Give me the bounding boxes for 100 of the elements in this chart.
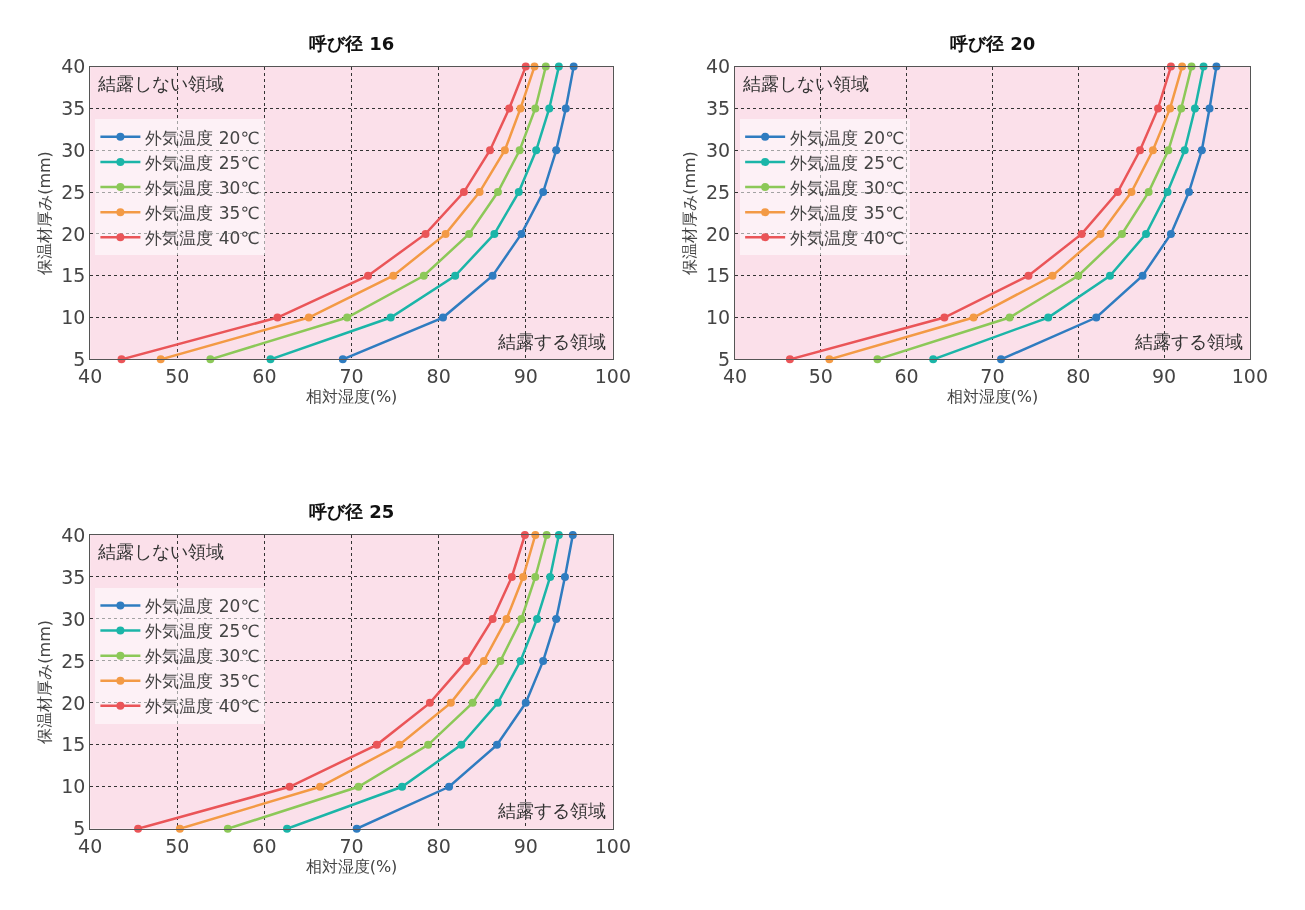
point [1163,188,1172,197]
y-tick-label: 40 [61,55,86,78]
y-tick-label: 10 [61,306,86,329]
y-tick-label: 25 [706,180,731,203]
point [1127,188,1136,197]
point [1197,146,1206,155]
point [493,698,502,707]
point [479,656,488,665]
y-tick-label: 40 [706,55,731,78]
point [1092,313,1101,322]
point [505,104,514,113]
point [545,104,554,113]
point [438,313,447,322]
point [372,740,381,749]
y-tick-label: 5 [73,817,86,840]
point [462,656,471,665]
y-tick-label: 15 [706,264,731,287]
point [496,656,505,665]
point [425,698,434,707]
y-tick-label: 35 [61,565,86,588]
y-tick-label: 10 [706,306,731,329]
legend-label: 外気温度 25℃ [145,621,260,642]
point [539,656,548,665]
point [1164,146,1173,155]
point [515,146,524,155]
point [519,572,528,581]
point [398,782,407,791]
annotation: 結露しない領域 [742,73,869,94]
point [531,572,540,581]
legend-label: 外気温度 35℃ [790,202,905,223]
y-tick-label: 35 [706,97,731,120]
y-tick-label: 10 [61,775,86,798]
point [1113,188,1122,197]
y-axis-title: 保温材厚み(mm) [679,151,699,275]
y-tick-label: 15 [61,733,86,756]
x-tick-label: 90 [1151,365,1177,388]
point [451,271,460,280]
point [1096,229,1105,238]
point [445,782,454,791]
point [285,782,294,791]
point [134,824,143,833]
point [441,229,450,238]
point [1044,313,1053,322]
point [533,614,542,623]
y-tick-label: 20 [61,691,86,714]
x-tick-label: 100 [594,365,631,388]
point [1166,229,1175,238]
point [517,229,526,238]
point [389,271,398,280]
y-tick-label: 35 [61,97,86,120]
point [1190,104,1199,113]
x-tick-label: 60 [894,365,919,388]
x-tick-label: 80 [426,365,451,388]
x-tick-label: 90 [513,834,538,857]
point [475,188,484,197]
x-tick-label: 70 [980,365,1005,388]
y-tick-label: 20 [61,222,86,245]
legend-label: 外気温度 25℃ [145,152,260,173]
point [1048,271,1057,280]
point [500,146,509,155]
point [507,572,516,581]
y-tick-label: 40 [61,523,86,546]
point [1144,188,1153,197]
point [465,229,474,238]
x-tick-label: 70 [339,365,364,388]
point [395,740,404,749]
point [502,614,511,623]
point [490,229,499,238]
point [1138,271,1147,280]
x-tick-label: 80 [426,834,451,857]
point [1177,104,1186,113]
point [1077,229,1086,238]
x-axis-title: 相対湿度(%) [946,387,1039,407]
point [546,572,555,581]
point [516,656,525,665]
point [1118,229,1127,238]
legend-label: 外気温度 40℃ [145,227,260,248]
point [560,572,569,581]
point [223,824,232,833]
point [514,188,523,197]
x-tick-label: 100 [1231,365,1269,388]
point [386,313,395,322]
point [940,313,949,322]
point [516,104,525,113]
legend-label: 外気温度 40℃ [145,696,260,717]
point [488,614,497,623]
point [517,614,526,623]
y-axis-title: 保温材厚み(mm) [35,620,55,744]
x-tick-label: 40 [722,365,748,388]
legend-label: 外気温度 25℃ [790,152,905,173]
x-axis-title: 相対湿度(%) [305,387,398,407]
point [568,531,577,540]
point [1136,146,1145,155]
point [1154,104,1163,113]
y-axis-title: 保温材厚み(mm) [35,151,55,275]
point [1205,104,1214,113]
x-tick-label: 60 [252,834,277,857]
legend-label: 外気温度 30℃ [145,646,260,667]
annotation: 結露しない領域 [97,73,224,94]
legend-label: 外気温度 20℃ [145,127,260,148]
